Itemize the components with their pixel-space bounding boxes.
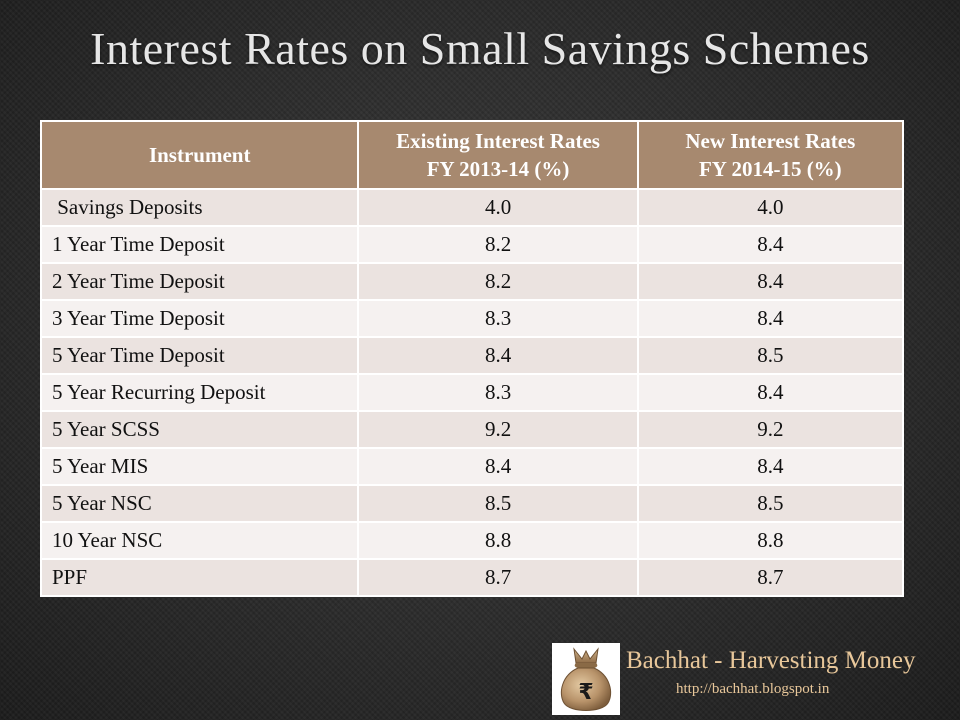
existing-rate-cell: 8.3 bbox=[357, 373, 639, 412]
header-existing-rates: Existing Interest Rates FY 2013-14 (%) bbox=[357, 120, 639, 190]
new-rate-cell: 8.4 bbox=[636, 262, 905, 301]
table-row: 5 Year Time Deposit 8.4 8.5 bbox=[39, 336, 905, 375]
instrument-cell: 2 Year Time Deposit bbox=[39, 262, 360, 301]
instrument-cell: 10 Year NSC bbox=[39, 521, 360, 560]
rupee-symbol: ₹ bbox=[578, 680, 593, 705]
table-row: 5 Year SCSS 9.2 9.2 bbox=[39, 410, 905, 449]
table-row: 5 Year MIS 8.4 8.4 bbox=[39, 447, 905, 486]
instrument-cell: 5 Year NSC bbox=[39, 484, 360, 523]
interest-rates-table: Instrument Existing Interest Rates FY 20… bbox=[39, 120, 905, 597]
instrument-cell: 5 Year MIS bbox=[39, 447, 360, 486]
new-rate-cell: 8.4 bbox=[636, 225, 905, 264]
new-rate-cell: 9.2 bbox=[636, 410, 905, 449]
table-row: 1 Year Time Deposit 8.2 8.4 bbox=[39, 225, 905, 264]
header-existing-line2: FY 2013-14 (%) bbox=[426, 157, 570, 181]
new-rate-cell: 8.5 bbox=[636, 484, 905, 523]
instrument-cell: 1 Year Time Deposit bbox=[39, 225, 360, 264]
header-instrument: Instrument bbox=[39, 120, 360, 190]
table-row: 3 Year Time Deposit 8.3 8.4 bbox=[39, 299, 905, 338]
existing-rate-cell: 4.0 bbox=[357, 188, 639, 227]
header-existing-line1: Existing Interest Rates bbox=[396, 129, 600, 153]
table-row: PPF 8.7 8.7 bbox=[39, 558, 905, 597]
header-new-rates: New Interest Rates FY 2014-15 (%) bbox=[636, 120, 905, 190]
new-rate-cell: 8.8 bbox=[636, 521, 905, 560]
existing-rate-cell: 8.2 bbox=[357, 225, 639, 264]
instrument-cell: 3 Year Time Deposit bbox=[39, 299, 360, 338]
instrument-cell: Savings Deposits bbox=[39, 188, 360, 227]
table-row: 2 Year Time Deposit 8.2 8.4 bbox=[39, 262, 905, 301]
table-row: 10 Year NSC 8.8 8.8 bbox=[39, 521, 905, 560]
table-row: 5 Year Recurring Deposit 8.3 8.4 bbox=[39, 373, 905, 412]
slide-title: Interest Rates on Small Savings Schemes bbox=[90, 23, 870, 74]
instrument-cell: PPF bbox=[39, 558, 360, 597]
new-rate-cell: 8.4 bbox=[636, 447, 905, 486]
existing-rate-cell: 8.7 bbox=[357, 558, 639, 597]
existing-rate-cell: 8.4 bbox=[357, 336, 639, 375]
new-rate-cell: 8.4 bbox=[636, 299, 905, 338]
brand-footer: ₹ Bachhat - Harvesting Money http://bach… bbox=[552, 643, 932, 715]
new-rate-cell: 8.4 bbox=[636, 373, 905, 412]
table-header-row: Instrument Existing Interest Rates FY 20… bbox=[39, 120, 905, 190]
new-rate-cell: 8.7 bbox=[636, 558, 905, 597]
existing-rate-cell: 8.2 bbox=[357, 262, 639, 301]
existing-rate-cell: 8.3 bbox=[357, 299, 639, 338]
brand-name: Bachhat - Harvesting Money bbox=[626, 647, 916, 674]
header-new-line2: FY 2014-15 (%) bbox=[698, 157, 842, 181]
new-rate-cell: 8.5 bbox=[636, 336, 905, 375]
table-row: Savings Deposits 4.0 4.0 bbox=[39, 188, 905, 227]
table-row: 5 Year NSC 8.5 8.5 bbox=[39, 484, 905, 523]
instrument-cell: 5 Year Time Deposit bbox=[39, 336, 360, 375]
instrument-cell: 5 Year SCSS bbox=[39, 410, 360, 449]
new-rate-cell: 4.0 bbox=[636, 188, 905, 227]
money-bag-rupee-icon: ₹ bbox=[552, 643, 620, 715]
header-new-line1: New Interest Rates bbox=[685, 129, 856, 153]
existing-rate-cell: 9.2 bbox=[357, 410, 639, 449]
instrument-cell: 5 Year Recurring Deposit bbox=[39, 373, 360, 412]
existing-rate-cell: 8.4 bbox=[357, 447, 639, 486]
existing-rate-cell: 8.8 bbox=[357, 521, 639, 560]
existing-rate-cell: 8.5 bbox=[357, 484, 639, 523]
brand-url[interactable]: http://bachhat.blogspot.in bbox=[676, 681, 830, 697]
